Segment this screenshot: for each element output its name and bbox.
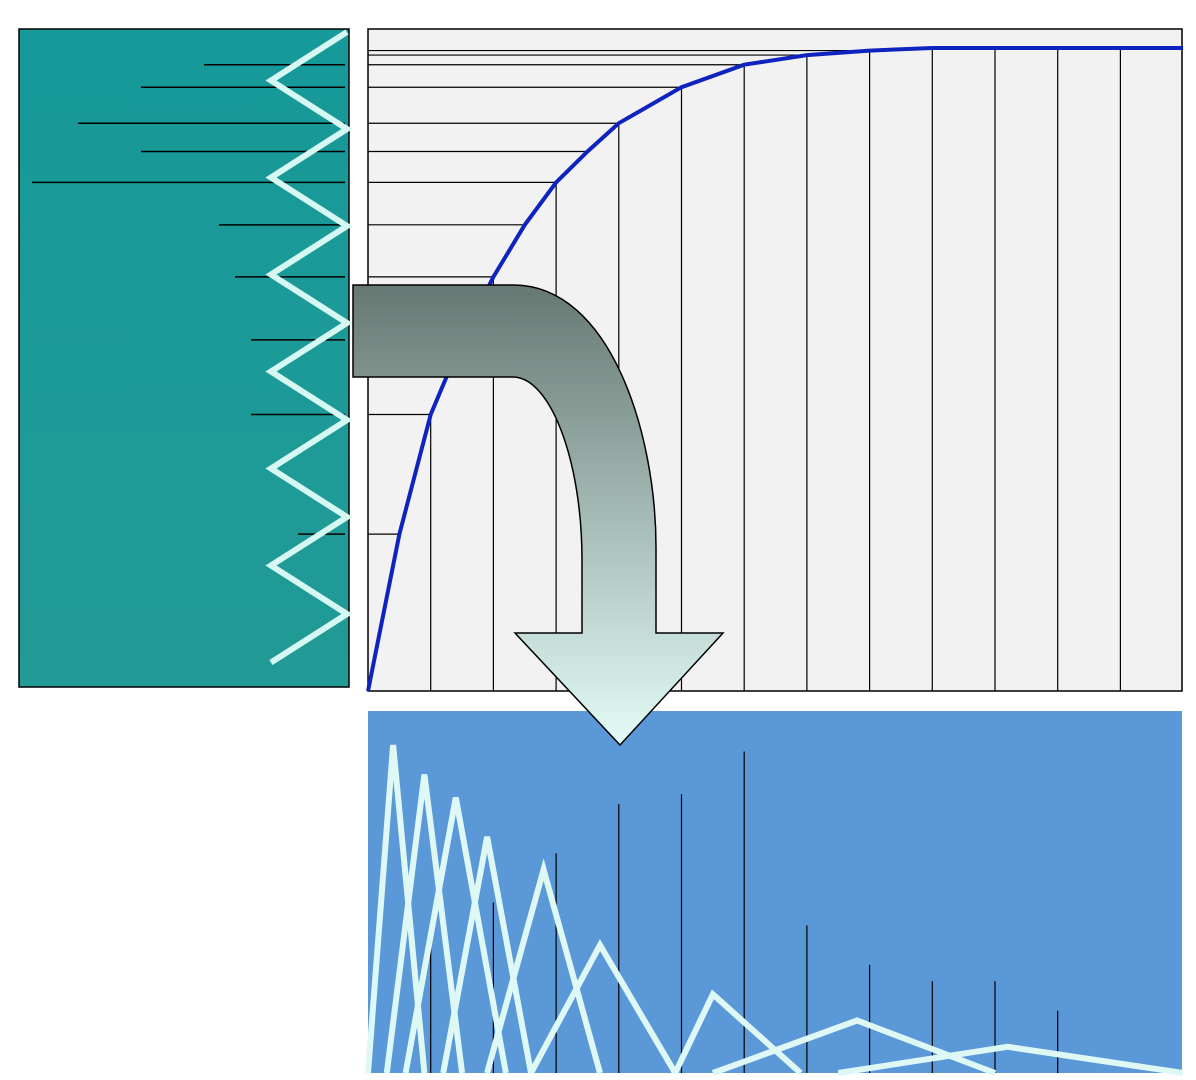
output-peak-trace [383, 774, 466, 1074]
mapping-arrow [352, 284, 725, 747]
input-zigzag-trace [265, 29, 353, 666]
input-histogram-panel [18, 28, 350, 688]
output-peak-trace [402, 796, 509, 1074]
output-peak-traces [365, 744, 1184, 1076]
output-histogram-bars [430, 751, 1059, 1073]
output-peak-trace [837, 1043, 1184, 1076]
output-peak-trace [528, 938, 678, 1075]
output-peak-trace [440, 836, 534, 1074]
output-peak-trace [484, 858, 603, 1074]
output-peak-trace [365, 744, 428, 1074]
input-level-lines [32, 63, 345, 535]
output-histogram-panel [368, 711, 1182, 1073]
output-peak-trace [672, 989, 803, 1076]
